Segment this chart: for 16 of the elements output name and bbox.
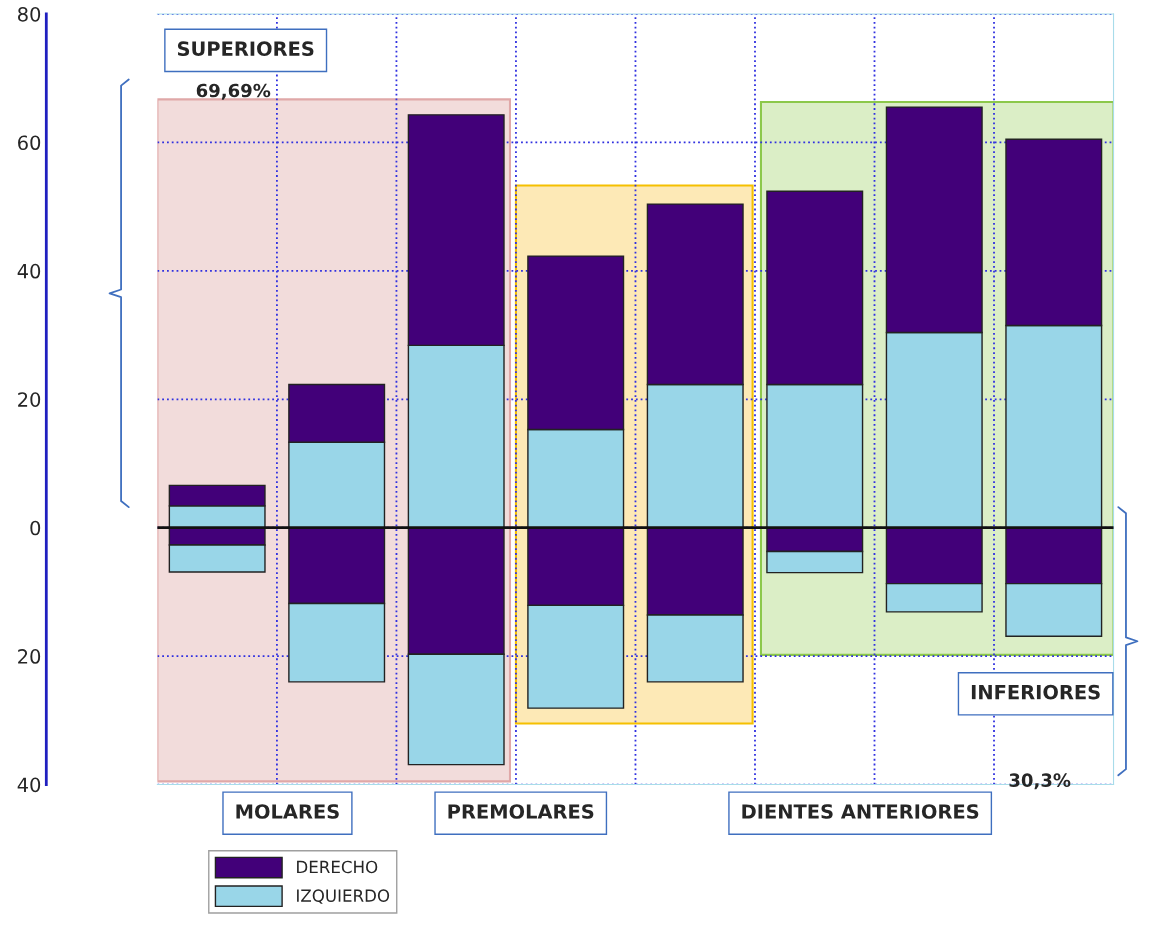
y-tick-label: 20	[18, 649, 41, 664]
y-tick-label: 0	[30, 520, 41, 536]
y-tick-label: 20	[18, 392, 41, 407]
y-tick-label: 80	[18, 6, 41, 22]
text: MOLARES	[236, 804, 339, 819]
legend-label: DERECHO	[297, 860, 378, 874]
y-tick-label: 40	[17, 777, 41, 793]
legend-label: IZQUIERDO	[297, 889, 390, 904]
y-tick-label: 60	[18, 135, 41, 151]
annotation: INFERIORES	[971, 684, 1100, 700]
text: PREMOLARES	[448, 804, 594, 819]
y-tick-label: 40	[17, 263, 41, 279]
annotation: 30,3%	[1009, 773, 1071, 790]
annotation: SUPERIORES	[177, 41, 314, 57]
annotation: 69,69%	[196, 83, 271, 100]
text: DIENTES ANTERIORES	[742, 804, 979, 819]
